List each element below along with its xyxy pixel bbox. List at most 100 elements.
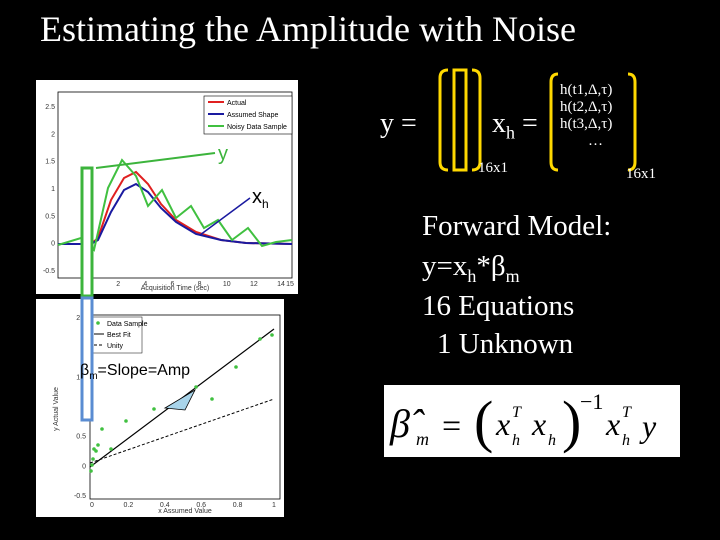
data-sample-points: [89, 333, 274, 473]
y-vector-bar: [80, 166, 94, 298]
top-x-tick-2: 4: [143, 281, 147, 288]
h-vector: h(t1,Δ,τ) h(t2,Δ,τ) h(t3,Δ,τ) …: [560, 82, 612, 150]
formula-h3: h: [622, 432, 630, 449]
noisy-data-curve: [57, 158, 293, 252]
formula-y: y: [639, 408, 657, 444]
legend-assumed: Assumed Shape: [227, 112, 278, 119]
unity-line: [89, 398, 275, 464]
xh-arrow: [199, 197, 251, 236]
bot-x-tick-3: 0.6: [196, 502, 206, 509]
page-title: Estimating the Amplitude with Noise: [40, 9, 576, 49]
bot-y-tick-4: 0.5: [76, 434, 86, 441]
fm-y-eq-x: y=x: [422, 250, 468, 282]
y-label: y: [218, 143, 228, 165]
top-y-tick-1: 2: [51, 131, 55, 138]
xh-vector-bar: [80, 296, 94, 422]
h-row-4: …: [588, 133, 603, 149]
bot-x-tick-0: 0: [90, 502, 94, 509]
slope-triangle: [163, 388, 196, 411]
bottom-legend: Data Sample Best Fit Unity: [91, 316, 148, 354]
beta-rest: =Slope=Amp: [97, 362, 191, 379]
y-bracket-right: [471, 68, 482, 172]
xh-eq-x: x: [492, 108, 506, 139]
bot-y-tick-6: -0.5: [74, 493, 86, 500]
top-y-tick-0: 2.5: [45, 104, 55, 111]
dim-right: 16x1: [626, 166, 656, 182]
bot-x-tick-1: 0.2: [124, 502, 134, 509]
legend-noisy: Noisy Data Sample: [227, 124, 287, 131]
h-row-3: h(t3,Δ,τ): [560, 116, 613, 132]
assumed-curve: [58, 182, 293, 245]
h-bracket-right: [627, 72, 637, 172]
top-y-tick-5: 0: [51, 241, 55, 248]
bottom-plot: 2.521.510.50-0.5 00.20.40.60.81 Data Sam…: [36, 299, 284, 517]
beta-label: βm=Slope=Amp: [80, 362, 190, 382]
formula-h2: h: [548, 432, 556, 449]
formula-paren-close: ): [562, 389, 581, 454]
formula-x2: x: [531, 406, 546, 442]
top-x-tick-7: 14: [277, 281, 285, 288]
bot-y-tick-5: 0: [82, 463, 86, 470]
top-x-tick-4: 8: [198, 281, 202, 288]
legend-actual: Actual: [227, 100, 247, 107]
forward-model-unknowns: 1 Unknown: [437, 328, 574, 360]
top-legend: Actual Assumed Shape Noisy Data Sample: [203, 95, 293, 135]
bot-x-tick-4: 0.8: [233, 502, 243, 509]
bottom-ylabel: y Actual Value: [53, 387, 60, 431]
formula-inverse: −1: [580, 389, 603, 414]
formula-x1: x: [495, 406, 510, 442]
y-equals: y =: [380, 108, 417, 139]
legend-data-sample: Data Sample: [107, 321, 148, 328]
formula-x3: x: [605, 406, 620, 442]
forward-model-title: Forward Model:: [422, 210, 612, 242]
top-x-tick-5: 10: [223, 281, 231, 288]
top-y-tick-3: 1: [51, 186, 55, 193]
bottom-xlabel: x Assumed Value: [158, 508, 212, 515]
equation-brackets: [438, 68, 637, 172]
top-x-tick-6: 12: [250, 281, 258, 288]
formula-svg: β̂ m = ( x h T x h ) −1 x h T y: [389, 389, 657, 454]
top-x-tick-1: 2: [116, 281, 120, 288]
beta-symbol: β: [80, 362, 90, 379]
formula-T3: T: [622, 404, 632, 421]
overlay-annotations: [80, 152, 251, 422]
beta-sub: m: [89, 371, 98, 383]
fm-sub-m: m: [505, 265, 520, 286]
xh-label-sub: h: [262, 197, 269, 211]
formula-h1: h: [512, 432, 520, 449]
h-row-1: h(t1,Δ,τ): [560, 82, 613, 98]
xh-label-x: x: [252, 186, 262, 208]
formula-sub-m: m: [416, 429, 429, 449]
h-row-2: h(t2,Δ,τ): [560, 99, 613, 115]
top-plot-svg: 2.521.510.50-0.5 0246810121415 Actual As…: [43, 91, 294, 292]
top-y-tick-6: -0.5: [43, 268, 55, 275]
top-y-tick-2: 1.5: [45, 159, 55, 166]
y-arrow: [95, 152, 216, 169]
bot-x-tick-2: 0.4: [160, 502, 170, 509]
xh-eq-equals: =: [522, 108, 538, 139]
xh-label: xh: [252, 186, 269, 211]
y-vector-box: [452, 68, 468, 172]
fm-sub-h: h: [467, 265, 477, 286]
bottom-plot-svg: 2.521.510.50-0.5 00.20.40.60.81 Data Sam…: [53, 314, 281, 515]
top-x-tick-8: 15: [286, 281, 294, 288]
least-squares-formula: β̂ m = ( x h T x h ) −1 x h T y: [384, 385, 680, 457]
xh-eq-sub: h: [506, 122, 515, 143]
top-x-tick-3: 6: [170, 281, 174, 288]
y-bracket-left: [438, 68, 449, 172]
formula-T1: T: [512, 404, 522, 421]
top-y-tick-4: 0.5: [45, 213, 55, 220]
xh-equals: xh =: [492, 108, 538, 144]
top-plot: 2.521.510.50-0.5 0246810121415 Actual As…: [36, 80, 298, 294]
formula-equals: =: [442, 408, 461, 445]
legend-best-fit: Best Fit: [107, 332, 131, 339]
bot-x-tick-5: 1: [272, 502, 276, 509]
top-xlabel: Acquisition Time (sec): [141, 285, 209, 292]
h-bracket-left: [549, 72, 559, 172]
legend-unity: Unity: [107, 343, 123, 350]
fm-star-beta: *β: [476, 250, 506, 282]
forward-model-equations: 16 Equations: [422, 290, 575, 322]
forward-model-equation: y=xh*βm: [422, 250, 520, 287]
dim-left: 16x1: [478, 160, 508, 176]
formula-paren-open: (: [474, 389, 493, 454]
